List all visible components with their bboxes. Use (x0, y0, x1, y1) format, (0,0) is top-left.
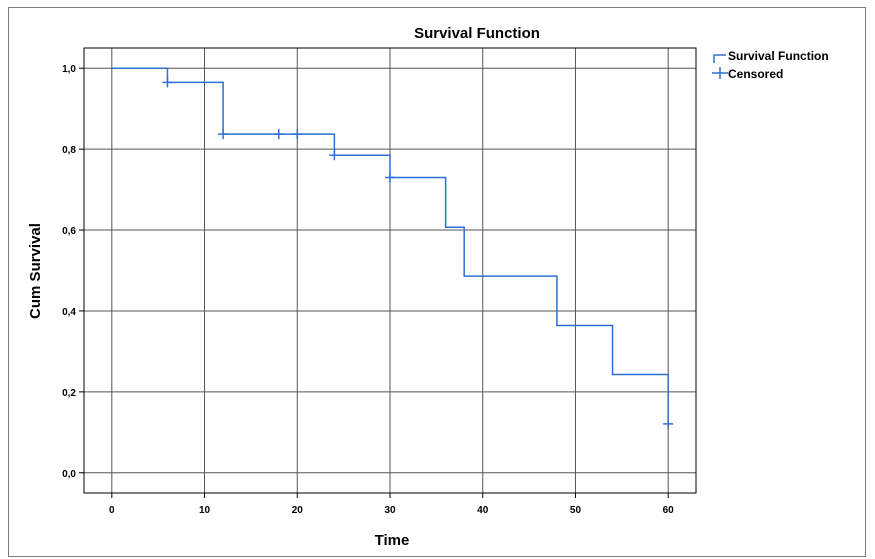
x-tick-label: 0 (109, 505, 115, 516)
x-tick-label: 60 (663, 505, 675, 516)
y-axis-label: Cum Survival (27, 223, 44, 319)
censored-marker (663, 418, 674, 429)
y-tick-label: 1,0 (62, 64, 76, 75)
censored-marker (273, 129, 284, 140)
censored-marker (218, 129, 229, 140)
chart-frame (8, 7, 866, 557)
x-axis-label: Time (375, 532, 410, 549)
x-tick-label: 10 (199, 505, 211, 516)
censored-marker (162, 77, 173, 88)
chart-title: Survival Function (414, 25, 540, 42)
x-tick-label: 30 (384, 505, 396, 516)
x-tick-label: 50 (570, 505, 582, 516)
censored-marker (292, 129, 303, 140)
y-tick-label: 0,8 (62, 145, 76, 156)
series-group (111, 67, 674, 429)
y-tick-label: 0,4 (62, 307, 76, 318)
grid-lines (84, 48, 696, 493)
y-tick-label: 0,0 (62, 469, 76, 480)
legend-entry-survival-function: Survival Function (728, 49, 829, 63)
x-tick-label: 40 (477, 505, 489, 516)
legend-censored-swatch (712, 67, 728, 79)
censored-marker (329, 150, 340, 161)
legend: Survival Function Censored (712, 49, 829, 81)
x-axis: 0 10 20 30 40 50 60 (109, 493, 674, 516)
survival-step-line (111, 67, 669, 424)
legend-entry-censored: Censored (728, 67, 783, 81)
y-tick-label: 0,2 (62, 388, 76, 399)
legend-step-swatch (713, 54, 726, 63)
y-tick-label: 0,6 (62, 226, 76, 237)
y-axis: 0,0 0,2 0,4 0,6 0,8 1,0 (62, 64, 84, 480)
censored-marker (385, 172, 395, 183)
x-tick-label: 20 (292, 505, 304, 516)
